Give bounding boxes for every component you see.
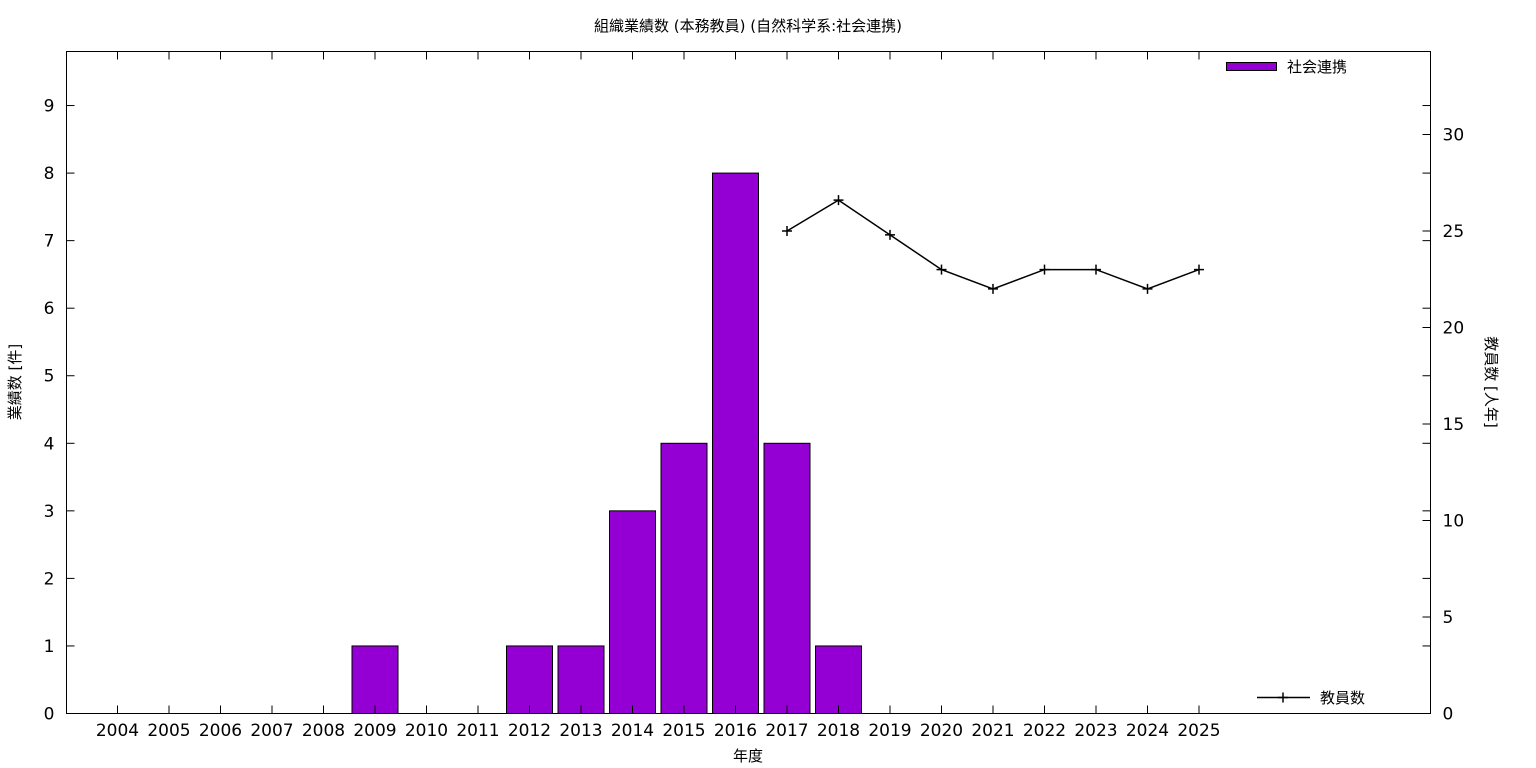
bar [557,645,605,714]
bar [351,645,399,714]
y-tick-label: 8 [44,164,55,184]
line-point [782,225,792,236]
line-point [1194,264,1204,275]
x-tick-label: 2020 [920,721,963,741]
x-tick-label: 2014 [611,721,654,741]
y-tick-label: 6 [44,299,55,319]
bar [712,172,759,714]
line-point [1039,264,1050,275]
x-tick-label: 2008 [302,721,345,741]
bar [609,510,656,714]
x-tick-label: 2023 [1074,721,1117,741]
y2-axis-title: 教員数 [人年] [1482,336,1500,427]
y2-tick-label: 20 [1443,318,1465,338]
y-axis-title: 業績数 [件] [6,344,24,420]
legend-bar-label: 社会連携 [1287,58,1347,76]
x-tick-label: 2013 [559,721,602,741]
x-tick-label: 2025 [1177,721,1220,741]
y2-tick-label: 10 [1443,511,1465,531]
legend-bar: 社会連携 [1226,58,1347,76]
left-axis-ticks: 0 1 2 3 4 5 6 7 8 9 [44,97,1431,725]
bar-series [351,172,862,714]
x-tick-label: 2022 [1023,721,1066,741]
line-point [1142,283,1153,294]
x-axis-ticks: 2004 2005 2006 2007 2008 2009 2010 2011 2012 2013… [96,51,1221,741]
x-tick-label: 2018 [817,721,860,741]
y-tick-label: 4 [44,434,55,454]
line-point [885,229,895,240]
bar [506,645,553,714]
legend-bar-swatch [1226,62,1277,71]
x-tick-label: 2019 [868,721,911,741]
y-tick-label: 3 [44,502,55,522]
x-tick-label: 2012 [508,721,551,741]
y-tick-label: 5 [44,367,55,387]
right-axis-ticks: 0 5 10 15 20 25 30 [1422,125,1465,725]
y2-tick-label: 15 [1443,415,1465,435]
line-path [786,199,1200,290]
x-tick-label: 2007 [250,721,293,741]
x-axis-title: 年度 [733,747,763,765]
x-tick-label: 2015 [662,721,705,741]
x-tick-label: 2021 [971,721,1014,741]
x-tick-label: 2016 [714,721,757,741]
line-point [936,264,947,275]
legend-line: 教員数 [1257,689,1365,707]
x-tick-label: 2010 [405,721,448,741]
x-tick-label: 2011 [456,721,499,741]
x-tick-label: 2004 [96,721,139,741]
line-point [988,283,998,294]
chart-title: 組織業績数 (本務教員) (自然科学系:社会連携) [594,17,902,35]
y2-tick-label: 5 [1443,608,1454,628]
x-tick-label: 2024 [1126,721,1169,741]
bar [660,442,708,714]
line-point [1091,264,1101,275]
line-series [782,195,1204,294]
y2-tick-label: 30 [1443,125,1465,145]
y-tick-label: 7 [44,232,55,252]
x-tick-label: 2005 [147,721,190,741]
y-tick-label: 9 [44,97,55,117]
y-tick-label: 0 [44,705,55,725]
y-tick-label: 1 [44,637,55,657]
y2-tick-label: 0 [1443,705,1454,725]
x-tick-label: 2009 [353,721,396,741]
x-tick-label: 2006 [199,721,242,741]
bar [763,442,811,714]
x-tick-label: 2017 [765,721,808,741]
y-tick-label: 2 [44,569,55,589]
y2-tick-label: 25 [1443,222,1465,242]
legend-line-label: 教員数 [1320,689,1365,707]
line-point [833,195,844,206]
bar [815,645,862,714]
